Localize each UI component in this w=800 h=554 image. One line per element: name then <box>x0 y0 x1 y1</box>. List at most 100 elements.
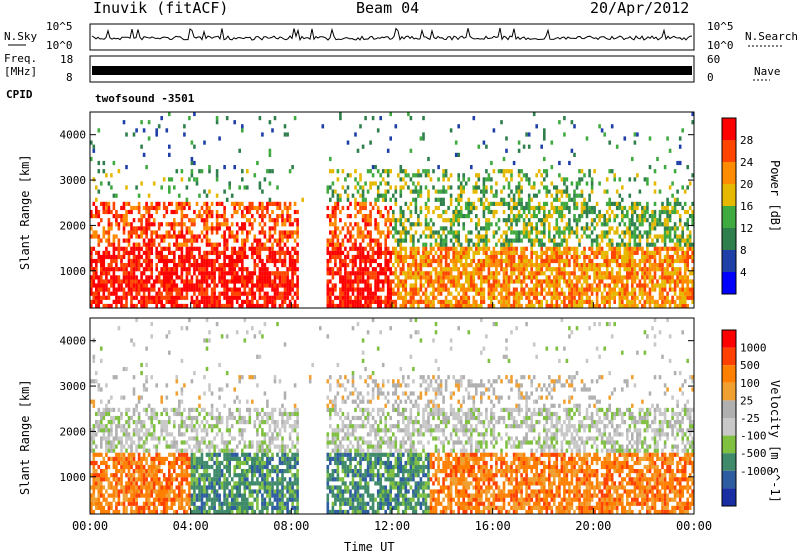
heatmap-cell <box>565 177 569 182</box>
heatmap-cell <box>379 250 382 255</box>
heatmap-cell <box>112 283 116 288</box>
heatmap-cell <box>399 295 403 300</box>
heatmap-cell <box>281 283 284 288</box>
heatmap-cell <box>585 291 589 296</box>
heatmap-cell <box>122 497 126 502</box>
heatmap-cell <box>389 250 392 255</box>
heatmap-cell <box>673 303 677 309</box>
heatmap-cell <box>472 116 476 121</box>
heatmap-cell <box>517 258 521 264</box>
heatmap-cell <box>540 230 543 235</box>
heatmap-cell <box>178 287 181 292</box>
heatmap-cell <box>646 209 649 215</box>
heatmap-cell <box>593 267 596 272</box>
heatmap-cell <box>376 189 380 194</box>
heatmap-cell <box>208 205 211 211</box>
heatmap-cell <box>112 254 116 260</box>
heatmap-cell <box>346 254 350 260</box>
heatmap-cell <box>261 226 264 231</box>
heatmap-cell <box>661 201 664 206</box>
heatmap-cell <box>424 287 428 292</box>
heatmap-cell <box>545 246 549 251</box>
heatmap-cell <box>560 209 564 215</box>
heatmap-cell <box>288 303 292 309</box>
heatmap-cell <box>115 291 118 296</box>
heatmap-cell <box>686 238 689 243</box>
heatmap-cell <box>230 230 234 235</box>
heatmap-cell <box>470 165 473 170</box>
heatmap-cell <box>610 287 614 292</box>
heatmap-cell <box>427 222 430 227</box>
heatmap-cell <box>553 275 556 280</box>
heatmap-cell <box>140 469 143 474</box>
heatmap-cell <box>369 246 372 251</box>
heatmap-cell <box>525 234 528 239</box>
heatmap-cell <box>369 303 372 309</box>
heatmap-cell <box>412 246 415 251</box>
heatmap-cell <box>412 181 415 186</box>
heatmap-cell <box>447 275 450 280</box>
heatmap-cell <box>424 295 428 300</box>
heatmap-cell <box>364 214 367 219</box>
heatmap-cell <box>464 250 468 255</box>
heatmap-cell <box>200 218 204 223</box>
heatmap-cell <box>402 177 405 182</box>
heatmap-cell <box>273 279 277 284</box>
heatmap-cell <box>334 209 337 215</box>
heatmap-cell <box>241 222 244 227</box>
heatmap-cell <box>140 214 143 219</box>
heatmap-cell <box>105 464 108 470</box>
heatmap-cell <box>321 124 325 129</box>
heatmap-cell <box>658 218 662 223</box>
heatmap-cell <box>492 275 496 280</box>
heatmap-cell <box>361 218 365 223</box>
heatmap-cell <box>243 238 247 243</box>
heatmap-cell <box>326 267 330 272</box>
heatmap-cell <box>593 226 596 231</box>
heatmap-cell <box>276 258 279 264</box>
heatmap-cell <box>573 230 576 235</box>
heatmap-cell <box>548 189 551 194</box>
heatmap-cell <box>120 501 123 506</box>
heatmap-cell <box>225 254 229 260</box>
heatmap-cell <box>492 279 496 284</box>
heatmap-cell <box>683 295 687 300</box>
heatmap-cell <box>175 263 179 268</box>
heatmap-cell <box>530 214 533 219</box>
heatmap-cell <box>588 299 591 304</box>
heatmap-cell <box>673 209 677 215</box>
heatmap-cell <box>515 250 518 255</box>
heatmap-cell <box>371 267 375 272</box>
heatmap-cell <box>593 205 596 211</box>
heatmap-cell <box>120 477 123 482</box>
heatmap-cell <box>271 250 274 255</box>
heatmap-cell <box>173 283 176 288</box>
heatmap-cell <box>563 246 566 251</box>
heatmap-cell <box>246 230 249 235</box>
heatmap-cell <box>110 395 113 400</box>
heatmap-cell <box>341 226 345 231</box>
heatmap-cell <box>366 254 370 260</box>
heatmap-cell <box>595 201 599 206</box>
heatmap-cell <box>142 387 146 392</box>
heatmap-cell <box>276 283 279 288</box>
heatmap-cell <box>399 169 403 174</box>
heatmap-cell <box>115 481 118 486</box>
heatmap-cell <box>570 271 574 276</box>
heatmap-cell <box>515 218 518 223</box>
heatmap-cell <box>688 295 692 300</box>
heatmap-cell <box>379 271 382 276</box>
heatmap-cell <box>555 291 559 296</box>
heatmap-cell <box>409 267 413 272</box>
heatmap-cell <box>500 267 503 272</box>
heatmap-cell <box>235 234 239 239</box>
heatmap-cell <box>482 263 486 268</box>
heatmap-cell <box>238 267 241 272</box>
heatmap-cell <box>160 299 163 304</box>
heatmap-cell <box>532 205 536 211</box>
heatmap-cell <box>173 271 176 276</box>
heatmap-cell <box>329 258 332 264</box>
heatmap-cell <box>424 246 428 251</box>
heatmap-cell <box>379 209 382 215</box>
heatmap-cell <box>419 287 423 292</box>
